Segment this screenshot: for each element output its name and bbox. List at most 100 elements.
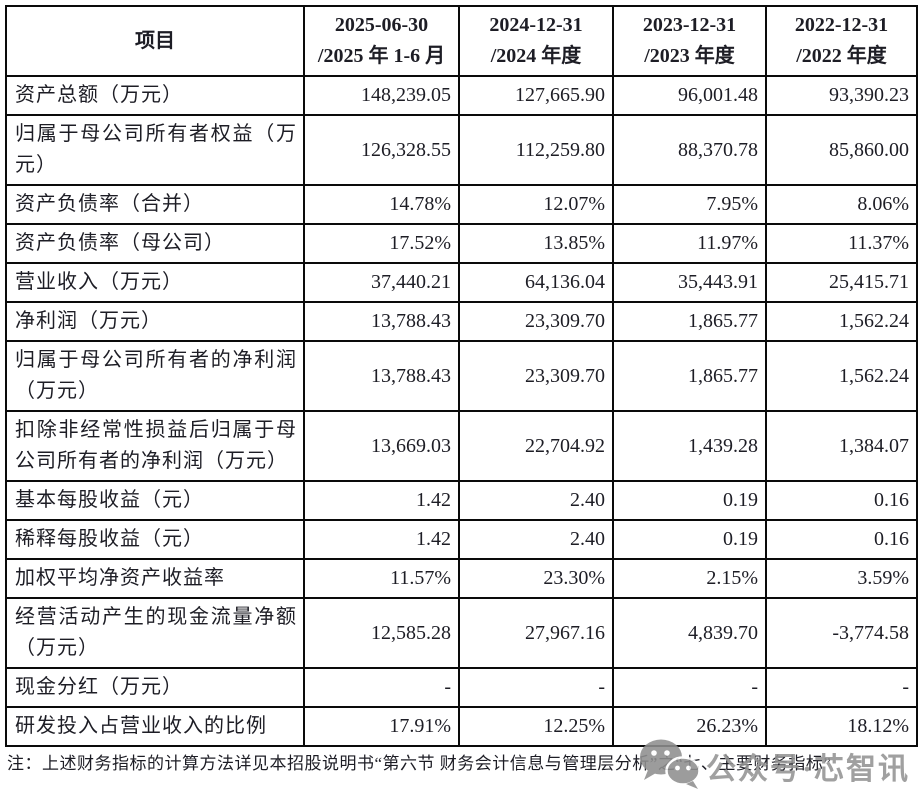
cell-value: 13,788.43 [303, 301, 460, 342]
header-period-2022: 2022-12-31 /2022 年度 [765, 5, 918, 77]
cell-value: - [303, 667, 460, 708]
cell-value: 12,585.28 [303, 597, 460, 669]
cell-value: 12.07% [458, 184, 614, 225]
cell-value: 2.15% [612, 558, 767, 599]
row-label: 资产总额（万元） [5, 75, 305, 116]
cell-value: 13,788.43 [303, 340, 460, 412]
table-row: 净利润（万元） 13,788.43 23,309.70 1,865.77 1,5… [5, 301, 918, 342]
header-date: 2025-06-30 [334, 14, 429, 36]
row-label: 资产负债率（合并） [5, 184, 305, 225]
cell-value: 0.16 [765, 519, 918, 560]
row-label: 资产负债率（母公司） [5, 223, 305, 264]
cell-value: 1,439.28 [612, 410, 767, 482]
row-label: 营业收入（万元） [5, 262, 305, 303]
cell-value: 127,665.90 [458, 75, 614, 116]
cell-value: 0.19 [612, 519, 767, 560]
cell-value: 96,001.48 [612, 75, 767, 116]
cell-value: 11.57% [303, 558, 460, 599]
cell-value: 14.78% [303, 184, 460, 225]
table-row: 研发投入占营业收入的比例 17.91% 12.25% 26.23% 18.12% [5, 706, 918, 747]
row-label: 现金分红（万元） [5, 667, 305, 708]
cell-value: 23.30% [458, 558, 614, 599]
row-label: 归属于母公司所有者的净利润（万元） [5, 340, 305, 412]
cell-value: 1.42 [303, 480, 460, 521]
cell-value: 2.40 [458, 519, 614, 560]
cell-value: -3,774.58 [765, 597, 918, 669]
row-label: 扣除非经常性损益后归属于母公司所有者的净利润（万元） [5, 410, 305, 482]
header-date: 2023-12-31 [642, 14, 737, 36]
table-row: 归属于母公司所有者权益（万元） 126,328.55 112,259.80 88… [5, 114, 918, 186]
cell-value: 8.06% [765, 184, 918, 225]
table-row: 基本每股收益（元） 1.42 2.40 0.19 0.16 [5, 480, 918, 521]
cell-value: 1.42 [303, 519, 460, 560]
financial-indicators-table: 项目 2025-06-30 /2025 年 1-6 月 2024-12-31 /… [5, 5, 918, 747]
cell-value: 1,562.24 [765, 301, 918, 342]
header-period: /2022 年度 [796, 45, 887, 67]
cell-value: 1,865.77 [612, 301, 767, 342]
cell-value: 7.95% [612, 184, 767, 225]
table-row: 归属于母公司所有者的净利润（万元） 13,788.43 23,309.70 1,… [5, 340, 918, 412]
cell-value: 11.37% [765, 223, 918, 264]
cell-value: 13,669.03 [303, 410, 460, 482]
row-label: 基本每股收益（元） [5, 480, 305, 521]
cell-value: 27,967.16 [458, 597, 614, 669]
table-row: 资产负债率（合并） 14.78% 12.07% 7.95% 8.06% [5, 184, 918, 225]
cell-value: 25,415.71 [765, 262, 918, 303]
cell-value: 17.91% [303, 706, 460, 747]
cell-value: 11.97% [612, 223, 767, 264]
row-label: 稀释每股收益（元） [5, 519, 305, 560]
cell-value: 1,865.77 [612, 340, 767, 412]
cell-value: 112,259.80 [458, 114, 614, 186]
cell-value: 88,370.78 [612, 114, 767, 186]
header-period-2023: 2023-12-31 /2023 年度 [612, 5, 767, 77]
table-row: 稀释每股收益（元） 1.42 2.40 0.19 0.16 [5, 519, 918, 560]
table-row: 营业收入（万元） 37,440.21 64,136.04 35,443.91 2… [5, 262, 918, 303]
cell-value: 1,562.24 [765, 340, 918, 412]
row-label: 净利润（万元） [5, 301, 305, 342]
header-item: 项目 [5, 5, 305, 77]
cell-value: 17.52% [303, 223, 460, 264]
cell-value: 23,309.70 [458, 340, 614, 412]
cell-value: 0.16 [765, 480, 918, 521]
table-row: 加权平均净资产收益率 11.57% 23.30% 2.15% 3.59% [5, 558, 918, 599]
row-label: 经营活动产生的现金流量净额（万元） [5, 597, 305, 669]
table-row: 现金分红（万元） - - - - [5, 667, 918, 708]
header-item-label: 项目 [135, 29, 175, 52]
cell-value: 85,860.00 [765, 114, 918, 186]
header-date: 2022-12-31 [794, 14, 889, 36]
row-label: 归属于母公司所有者权益（万元） [5, 114, 305, 186]
footnote: 注：上述财务指标的计算方法详见本招股说明书“第六节 财务会计信息与管理层分析”之… [7, 754, 832, 773]
row-label: 研发投入占营业收入的比例 [5, 706, 305, 747]
cell-value: 64,136.04 [458, 262, 614, 303]
table-row: 资产总额（万元） 148,239.05 127,665.90 96,001.48… [5, 75, 918, 116]
cell-value: 126,328.55 [303, 114, 460, 186]
cell-value: 4,839.70 [612, 597, 767, 669]
header-period: /2024 年度 [490, 45, 582, 67]
cell-value: 13.85% [458, 223, 614, 264]
cell-value: 148,239.05 [303, 75, 460, 116]
cell-value: 1,384.07 [765, 410, 918, 482]
cell-value: - [458, 667, 614, 708]
table-row: 资产负债率（母公司） 17.52% 13.85% 11.97% 11.37% [5, 223, 918, 264]
cell-value: 0.19 [612, 480, 767, 521]
cell-value: 37,440.21 [303, 262, 460, 303]
cell-value: 3.59% [765, 558, 918, 599]
row-label: 加权平均净资产收益率 [5, 558, 305, 599]
header-period: /2023 年度 [644, 45, 735, 67]
cell-value: 12.25% [458, 706, 614, 747]
cell-value: 35,443.91 [612, 262, 767, 303]
cell-value: 93,390.23 [765, 75, 918, 116]
cell-value: 26.23% [612, 706, 767, 747]
cell-value: 22,704.92 [458, 410, 614, 482]
header-period-2024: 2024-12-31 /2024 年度 [458, 5, 614, 77]
table-row: 经营活动产生的现金流量净额（万元） 12,585.28 27,967.16 4,… [5, 597, 918, 669]
cell-value: 23,309.70 [458, 301, 614, 342]
cell-value: - [765, 667, 918, 708]
cell-value: 2.40 [458, 480, 614, 521]
table-row: 扣除非经常性损益后归属于母公司所有者的净利润（万元） 13,669.03 22,… [5, 410, 918, 482]
cell-value: - [612, 667, 767, 708]
header-period-2025: 2025-06-30 /2025 年 1-6 月 [303, 5, 460, 77]
header-row: 项目 2025-06-30 /2025 年 1-6 月 2024-12-31 /… [5, 5, 918, 77]
header-date: 2024-12-31 [489, 14, 583, 36]
header-period: /2025 年 1-6 月 [317, 45, 446, 67]
